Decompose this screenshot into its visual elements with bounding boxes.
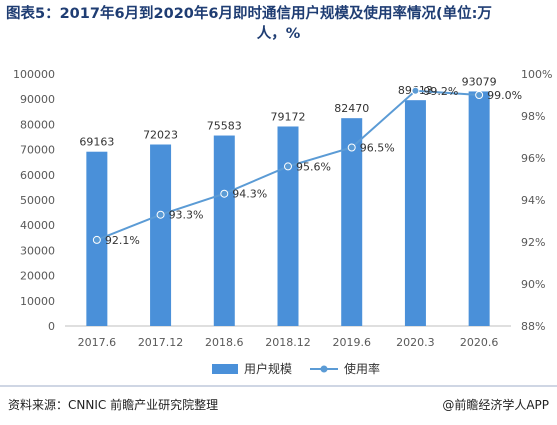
left-axis-tick-label: 50000 xyxy=(20,194,55,207)
legend-line-marker xyxy=(320,365,328,373)
right-axis-tick-label: 94% xyxy=(521,194,545,207)
combo-chart: 0 10000 20000 30000 40000 50000 60000 70000 8000… xyxy=(13,68,552,376)
line-point xyxy=(347,143,356,152)
line-data-label: 94.3% xyxy=(232,188,267,201)
footer: 资料来源：CNNIC 前瞻产业研究院整理 @前瞻经济学人APP xyxy=(0,385,557,425)
line-point xyxy=(284,162,292,171)
right-axis-tick-label: 92% xyxy=(521,236,545,249)
right-axis-tick-label: 98% xyxy=(521,110,545,123)
right-axis-tick-label: 88% xyxy=(521,320,545,333)
left-axis-tick-label: 0 xyxy=(48,320,55,333)
left-axis-tick-label: 30000 xyxy=(20,244,55,257)
left-axis-tick-label: 20000 xyxy=(20,270,55,283)
left-axis-tick-label: 80000 xyxy=(20,118,55,131)
legend-line-label: 使用率 xyxy=(344,361,380,376)
right-axis-tick-label: 96% xyxy=(521,152,545,165)
x-axis-tick-label: 2020.6 xyxy=(460,336,499,349)
line-data-label: 99.0% xyxy=(487,89,522,102)
x-axis-tick-label: 2019.6 xyxy=(332,336,371,349)
line-data-label: 95.6% xyxy=(296,160,331,173)
x-axis-tick-label: 2018.12 xyxy=(265,336,311,349)
x-axis-tick-label: 2020.3 xyxy=(396,336,435,349)
bar xyxy=(468,91,490,326)
legend-bar-swatch xyxy=(212,364,238,374)
bar xyxy=(213,135,235,326)
x-axis-tick-label: 2018.6 xyxy=(205,336,244,349)
left-axis-tick-label: 100000 xyxy=(13,68,55,81)
bar xyxy=(341,118,363,326)
legend-bar-label: 用户规模 xyxy=(244,361,292,376)
right-axis-tick-label: 90% xyxy=(521,278,545,291)
line-point xyxy=(475,91,484,99)
line-point xyxy=(220,189,229,198)
bar-data-label: 93079 xyxy=(462,75,497,88)
right-axis-tick-label: 100% xyxy=(521,68,552,81)
left-axis-tick-label: 90000 xyxy=(20,93,55,106)
x-axis-tick-label: 2017.12 xyxy=(138,336,184,349)
line-data-label: 99.2% xyxy=(423,85,458,98)
left-axis-tick-label: 40000 xyxy=(20,219,55,232)
line-point xyxy=(411,86,420,95)
line-data-label: 93.3% xyxy=(169,209,204,222)
left-axis-tick-label: 60000 xyxy=(20,169,55,182)
line-data-label: 92.1% xyxy=(105,234,140,247)
chart-title-line-2: 人，% xyxy=(256,26,301,42)
chart-title-line-1: 图表5：2017年6月到2020年6月即时通信用户规模及使用率情况(单位:万 xyxy=(6,6,492,22)
line-data-label: 96.5% xyxy=(360,142,395,155)
chart-title: 图表5：2017年6月到2020年6月即时通信用户规模及使用率情况(单位:万 人… xyxy=(6,4,551,44)
left-axis-tick-label: 10000 xyxy=(20,295,55,308)
bar xyxy=(277,126,299,326)
source-note: 资料来源：CNNIC 前瞻产业研究院整理 xyxy=(8,398,219,412)
bar-data-label: 75583 xyxy=(207,120,242,133)
bar xyxy=(150,144,172,326)
bar-data-label: 72023 xyxy=(143,129,178,142)
brand-credit: @前瞻经济学人APP xyxy=(442,398,549,412)
chart-area: 0 10000 20000 30000 40000 50000 60000 70000 8000… xyxy=(0,56,557,386)
bar-data-label: 82470 xyxy=(334,102,369,115)
bar-data-label: 79172 xyxy=(271,110,306,123)
left-axis-tick-label: 70000 xyxy=(20,144,55,157)
line-point xyxy=(92,235,101,244)
line-point xyxy=(156,210,165,219)
x-axis-tick-label: 2017.6 xyxy=(78,336,117,349)
bar xyxy=(404,100,426,327)
bar-data-label: 69163 xyxy=(79,136,114,149)
